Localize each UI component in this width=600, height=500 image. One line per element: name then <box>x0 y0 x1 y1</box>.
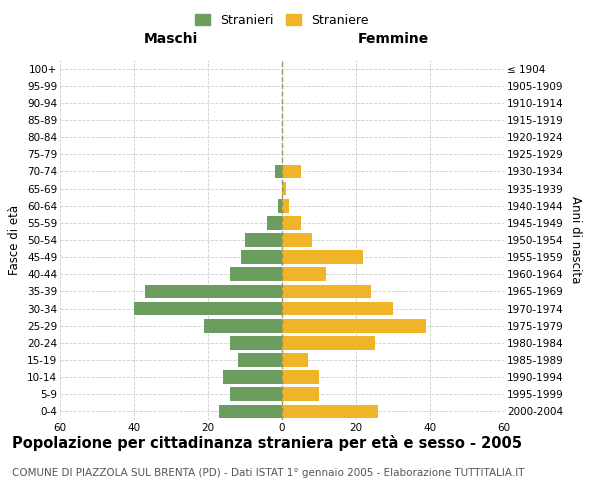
Bar <box>223 370 282 384</box>
Text: Maschi: Maschi <box>144 32 198 46</box>
Bar <box>238 353 282 367</box>
Bar <box>282 404 378 418</box>
Bar <box>282 284 371 298</box>
Bar <box>282 336 374 349</box>
Bar <box>282 199 289 212</box>
Bar <box>278 199 282 212</box>
Bar <box>282 388 319 401</box>
Bar <box>282 164 301 178</box>
Bar <box>282 182 286 196</box>
Bar <box>282 353 308 367</box>
Legend: Stranieri, Straniere: Stranieri, Straniere <box>190 8 374 32</box>
Bar <box>267 216 282 230</box>
Bar <box>230 388 282 401</box>
Bar <box>145 284 282 298</box>
Bar <box>282 302 393 316</box>
Bar <box>282 233 311 247</box>
Bar <box>204 319 282 332</box>
Bar <box>282 268 326 281</box>
Text: Popolazione per cittadinanza straniera per età e sesso - 2005: Popolazione per cittadinanza straniera p… <box>12 435 522 451</box>
Bar <box>134 302 282 316</box>
Bar <box>241 250 282 264</box>
Bar <box>282 319 426 332</box>
Bar <box>230 336 282 349</box>
Y-axis label: Anni di nascita: Anni di nascita <box>569 196 582 284</box>
Bar <box>219 404 282 418</box>
Bar <box>282 216 301 230</box>
Text: COMUNE DI PIAZZOLA SUL BRENTA (PD) - Dati ISTAT 1° gennaio 2005 - Elaborazione T: COMUNE DI PIAZZOLA SUL BRENTA (PD) - Dat… <box>12 468 524 477</box>
Bar <box>282 250 364 264</box>
Bar <box>230 268 282 281</box>
Y-axis label: Fasce di età: Fasce di età <box>8 205 22 275</box>
Bar <box>275 164 282 178</box>
Bar <box>282 370 319 384</box>
Text: Femmine: Femmine <box>358 32 428 46</box>
Bar <box>245 233 282 247</box>
